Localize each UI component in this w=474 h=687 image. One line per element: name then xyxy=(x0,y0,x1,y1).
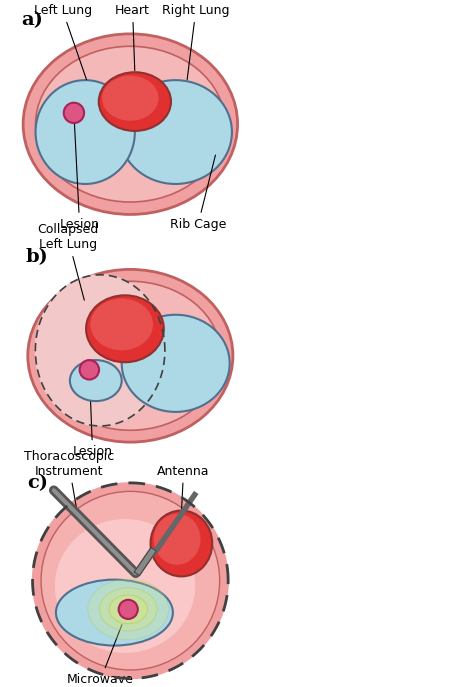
Circle shape xyxy=(118,600,138,619)
Ellipse shape xyxy=(91,299,153,350)
Ellipse shape xyxy=(109,595,147,624)
Ellipse shape xyxy=(40,281,221,430)
Polygon shape xyxy=(33,483,228,679)
Text: Antenna: Antenna xyxy=(157,464,210,511)
Ellipse shape xyxy=(154,514,201,565)
Ellipse shape xyxy=(55,519,195,653)
Text: Right Lung: Right Lung xyxy=(162,4,229,80)
Ellipse shape xyxy=(86,295,164,362)
Polygon shape xyxy=(36,275,165,426)
Ellipse shape xyxy=(36,80,135,184)
Text: a): a) xyxy=(21,11,43,30)
Ellipse shape xyxy=(23,34,237,214)
Ellipse shape xyxy=(119,80,232,184)
Text: b): b) xyxy=(26,248,48,266)
Text: c): c) xyxy=(27,474,48,493)
Circle shape xyxy=(64,102,84,123)
Text: Heart: Heart xyxy=(115,4,150,71)
Text: Lesion: Lesion xyxy=(60,115,100,231)
Ellipse shape xyxy=(41,491,219,670)
Ellipse shape xyxy=(122,315,230,412)
Ellipse shape xyxy=(28,269,233,442)
Text: Left Lung: Left Lung xyxy=(34,4,91,80)
Ellipse shape xyxy=(70,360,122,401)
Ellipse shape xyxy=(102,76,159,121)
Ellipse shape xyxy=(88,579,169,640)
Text: Lesion: Lesion xyxy=(73,372,112,458)
Ellipse shape xyxy=(99,72,171,131)
Polygon shape xyxy=(134,548,156,576)
Text: Rib Cage: Rib Cage xyxy=(170,155,226,231)
Ellipse shape xyxy=(36,46,225,202)
Text: Thoracoscopic
Instrument: Thoracoscopic Instrument xyxy=(24,449,114,521)
Text: Collapsed
Left Lung: Collapsed Left Lung xyxy=(37,223,99,300)
Text: Microwave: Microwave xyxy=(67,624,134,686)
Circle shape xyxy=(80,360,99,379)
Ellipse shape xyxy=(56,580,173,646)
Ellipse shape xyxy=(151,510,212,576)
Ellipse shape xyxy=(100,588,157,631)
